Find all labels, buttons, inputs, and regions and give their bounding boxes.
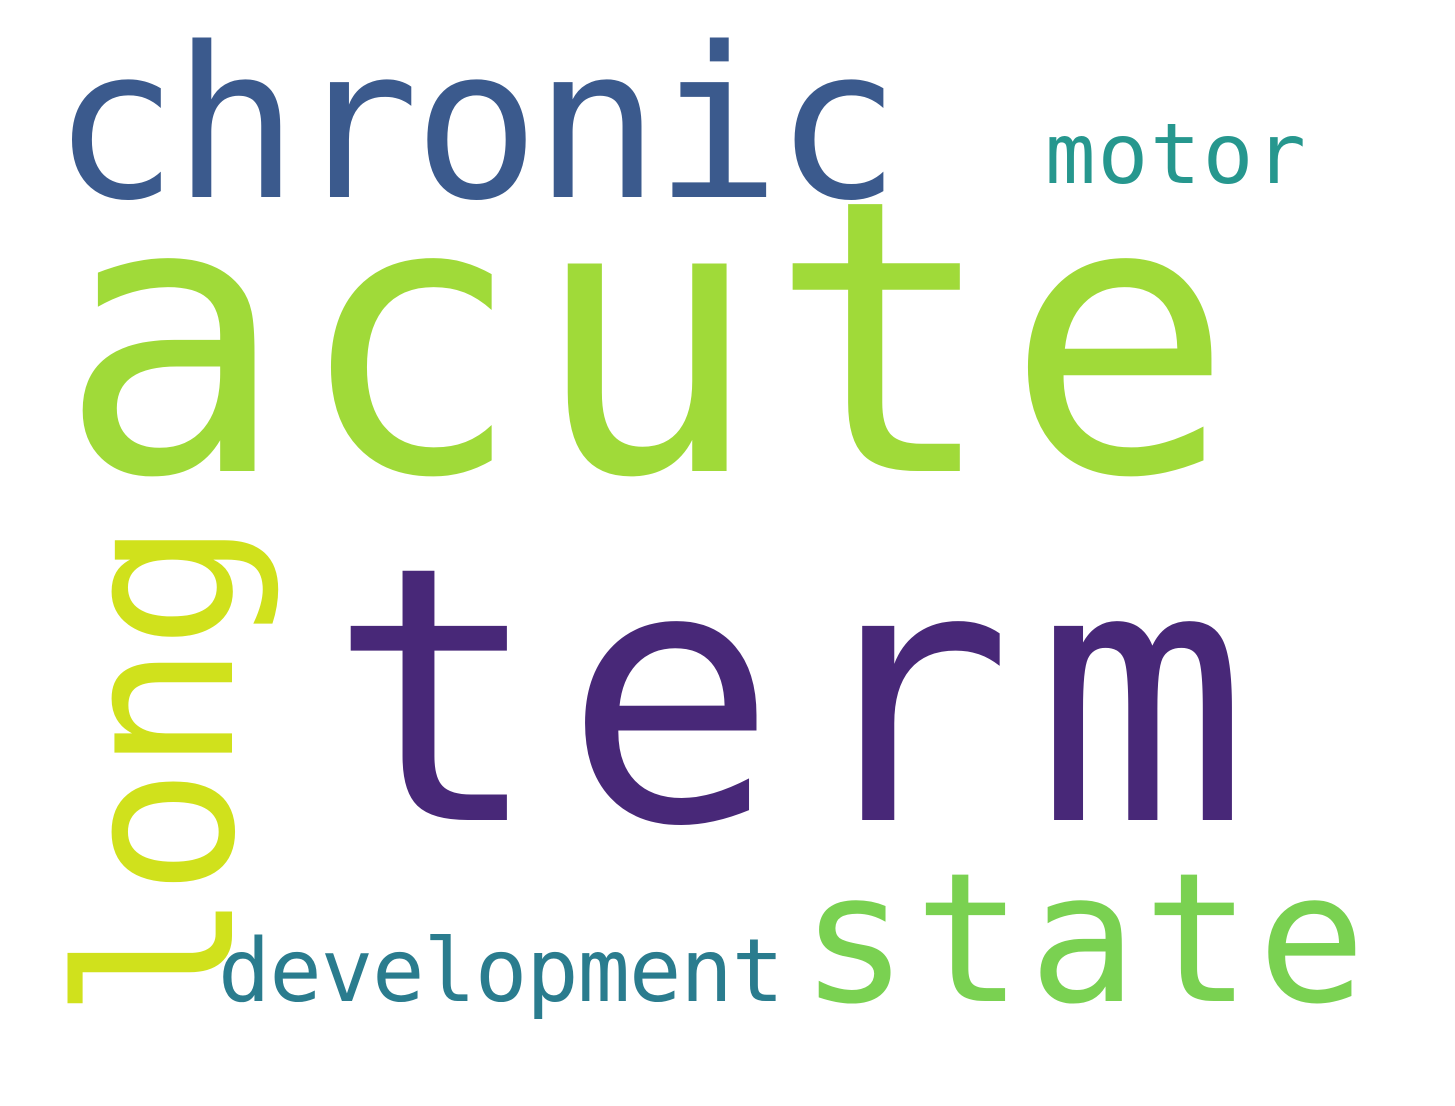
word-state: state (800, 835, 1372, 1044)
word-acute: acute (58, 118, 1242, 561)
word-motor: motor (1045, 105, 1308, 203)
word-term: term (328, 490, 1271, 904)
word-development: development (218, 920, 784, 1022)
word-chronic: chronic (52, 2, 901, 247)
